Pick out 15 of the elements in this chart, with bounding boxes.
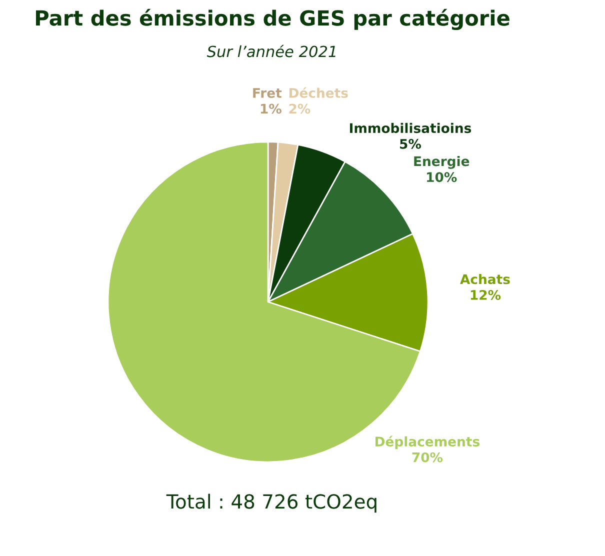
- slice-label: Immobilisatioins: [350, 122, 472, 134]
- text: Total : 48 726 tCO2eq: [166, 494, 376, 513]
- slice-label: Déchets: [289, 87, 348, 98]
- chart-subtitle: Sur l’année 2021: [206, 44, 336, 58]
- slice-label: Fret: [253, 88, 282, 98]
- data-label: 5%: [400, 138, 421, 149]
- slice-label: Energie: [414, 156, 470, 169]
- data-label: 12%: [470, 290, 501, 300]
- data-label: 10%: [427, 172, 457, 182]
- slice-label: Déplacements: [375, 436, 480, 450]
- data-label: 2%: [289, 104, 310, 114]
- slice-label: Achats: [460, 274, 510, 284]
- data-label: 1%: [260, 104, 282, 114]
- data-label: 70%: [412, 452, 443, 462]
- chart-title: Part des émissions de GES par catégorie: [36, 8, 510, 30]
